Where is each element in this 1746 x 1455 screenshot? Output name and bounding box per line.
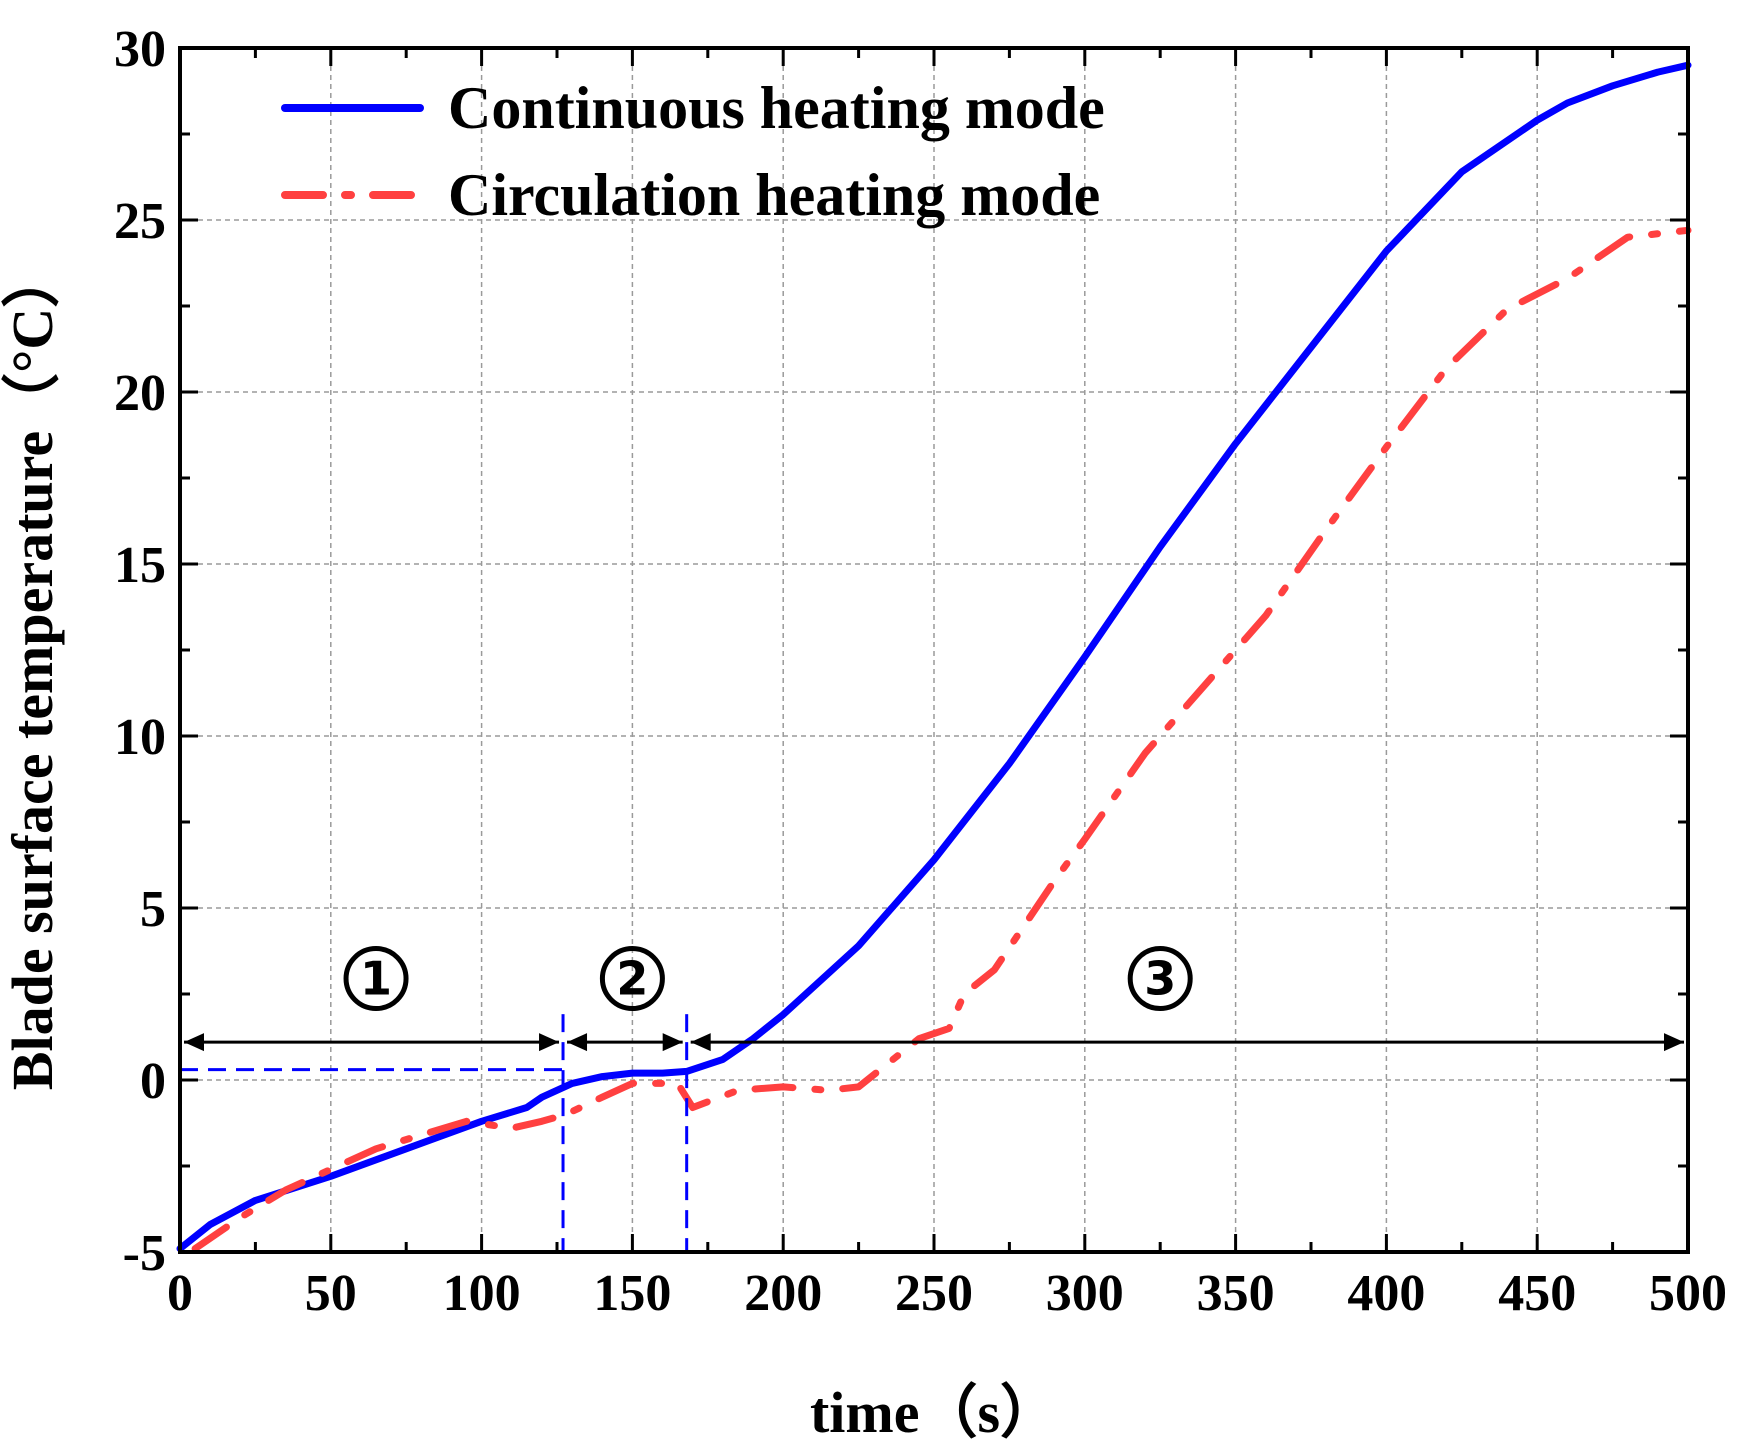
x-tick-label: 450 xyxy=(1498,1265,1576,1322)
y-tick-label: 20 xyxy=(114,365,166,422)
phase-label-circle xyxy=(599,946,665,1012)
x-tick-label: 250 xyxy=(895,1265,973,1322)
y-tick-label: 25 xyxy=(114,193,166,250)
phase-label-circle xyxy=(1127,946,1193,1012)
y-tick-label: 10 xyxy=(114,709,166,766)
phase-label-circle xyxy=(343,946,409,1012)
series-group xyxy=(176,61,1692,1253)
continuous-heating-line xyxy=(176,61,1692,1253)
phase-label-1: 1 xyxy=(360,952,392,1006)
x-tick-label: 500 xyxy=(1649,1265,1727,1322)
arrow-head xyxy=(539,1033,560,1052)
arrow-head xyxy=(690,1033,711,1052)
arrow-head xyxy=(662,1033,683,1052)
y-tick-label: 5 xyxy=(140,881,166,938)
legend-label-circulation: Circulation heating mode xyxy=(448,162,1100,228)
x-axis-title: time（s） xyxy=(810,1380,1058,1445)
phase-annotations: 1①2②3③ xyxy=(180,946,1684,1252)
y-tick-label: 15 xyxy=(114,537,166,594)
x-tick-label: 200 xyxy=(744,1265,822,1322)
x-tick-label: 50 xyxy=(305,1265,357,1322)
x-tick-label: 350 xyxy=(1197,1265,1275,1322)
grid xyxy=(180,48,1688,1252)
phase-label-2: 2 xyxy=(616,952,648,1006)
axis-ticks: 0 50 100 150 200 250 300 350 400 450 500-505101520… xyxy=(114,21,1727,1322)
x-tick-label: 150 xyxy=(593,1265,671,1322)
y-tick-label: 0 xyxy=(140,1053,166,1110)
x-tick-label: 100 xyxy=(443,1265,521,1322)
y-tick-label: 30 xyxy=(114,21,166,78)
x-tick-label: 300 xyxy=(1046,1265,1124,1322)
arrow-head xyxy=(1664,1033,1684,1052)
arrow-head xyxy=(567,1033,588,1052)
legend-label-continuous: Continuous heating mode xyxy=(448,75,1105,141)
circulation-heating-line xyxy=(191,226,1692,1253)
phase-label-3: 3 xyxy=(1144,952,1176,1006)
x-tick-label: 400 xyxy=(1347,1265,1425,1322)
y-tick-label: -5 xyxy=(123,1225,166,1282)
x-tick-label: 0 xyxy=(167,1265,193,1322)
legend: Continuous heating mode Circulation heati… xyxy=(281,75,1105,228)
y-axis-title: Blade surface temperature（°C） xyxy=(0,250,65,1090)
arrow-head xyxy=(184,1033,204,1052)
